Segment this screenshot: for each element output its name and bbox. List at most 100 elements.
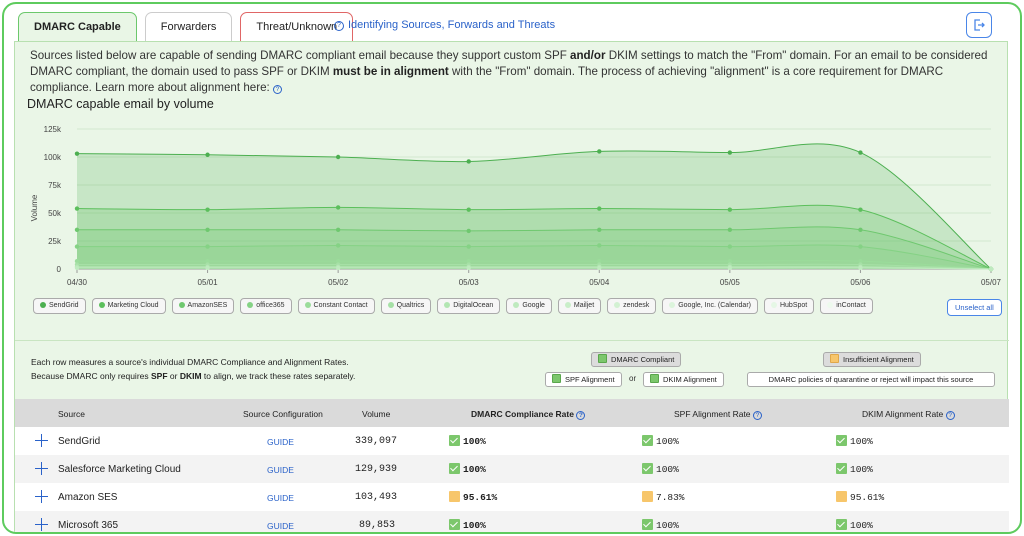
- spf-help-icon[interactable]: ?: [752, 411, 762, 420]
- data-point[interactable]: [335, 205, 341, 210]
- data-point[interactable]: [335, 154, 341, 160]
- x-tick-label: 05/04: [589, 278, 610, 287]
- intro-bold2: must be in alignment: [332, 65, 449, 78]
- guide-link[interactable]: GUIDE: [267, 465, 294, 475]
- data-point[interactable]: [74, 244, 80, 249]
- legend-item[interactable]: Google, Inc. (Calendar): [662, 298, 758, 314]
- data-point[interactable]: [335, 227, 341, 232]
- intro-part1: Sources listed below are capable of send…: [30, 49, 571, 62]
- data-point[interactable]: [858, 207, 863, 212]
- source-name: Amazon SES: [58, 492, 118, 503]
- data-point[interactable]: [74, 265, 80, 271]
- header-volume[interactable]: Volume: [362, 409, 391, 419]
- expand-row-icon[interactable]: [35, 490, 48, 503]
- dkim-help-icon[interactable]: ?: [945, 411, 955, 420]
- data-point[interactable]: [727, 258, 733, 264]
- header-dkim-label: DKIM Alignment Rate: [862, 409, 944, 419]
- legend-item[interactable]: HubSpot: [763, 298, 815, 314]
- data-point[interactable]: [205, 265, 210, 271]
- data-point[interactable]: [335, 265, 341, 271]
- legend-item[interactable]: Constant Contact: [297, 298, 375, 314]
- guide-link[interactable]: GUIDE: [267, 437, 294, 447]
- data-point[interactable]: [466, 228, 471, 234]
- data-point[interactable]: [335, 258, 341, 264]
- legend-item[interactable]: inContact: [820, 298, 873, 314]
- help-link[interactable]: ? Identifying Sources, Forwards and Threa…: [334, 19, 555, 31]
- data-point[interactable]: [205, 244, 210, 249]
- guide-link[interactable]: GUIDE: [267, 521, 294, 531]
- legend-item[interactable]: office365: [240, 298, 292, 314]
- table-row[interactable]: SendGrid GUIDE 339,097 100% 100% 100%: [15, 427, 1009, 455]
- data-point[interactable]: [205, 227, 210, 232]
- data-point[interactable]: [597, 265, 602, 271]
- legend-item[interactable]: DigitalOcean: [437, 298, 501, 314]
- legend-dot-icon: [614, 302, 621, 308]
- expand-row-icon[interactable]: [35, 434, 48, 447]
- dkim-rate-value: 100%: [850, 464, 873, 475]
- data-point[interactable]: [597, 227, 602, 232]
- legend-item[interactable]: Google: [506, 298, 552, 314]
- unselect-all-button[interactable]: Unselect all: [947, 299, 1002, 316]
- series-line-digitalocean: [77, 266, 992, 270]
- data-point[interactable]: [727, 265, 733, 271]
- data-point[interactable]: [988, 266, 994, 272]
- data-point[interactable]: [597, 206, 602, 211]
- data-point[interactable]: [466, 244, 471, 249]
- export-button[interactable]: [966, 12, 992, 38]
- data-point[interactable]: [597, 149, 602, 154]
- badge-compliant-label: DMARC Compliant: [611, 355, 675, 364]
- legend-item[interactable]: SendGrid: [33, 298, 86, 314]
- data-point[interactable]: [74, 258, 80, 264]
- header-spf[interactable]: SPF Alignment Rate ?: [674, 409, 762, 420]
- legend-item[interactable]: Mailjet: [557, 298, 602, 314]
- data-point[interactable]: [858, 244, 863, 249]
- tab-dmarc-capable[interactable]: DMARC Capable: [18, 12, 137, 42]
- data-point[interactable]: [858, 265, 863, 271]
- compliance-rate: 100%: [449, 463, 486, 475]
- legend-item[interactable]: AmazonSES: [171, 298, 235, 314]
- data-point[interactable]: [205, 207, 210, 212]
- intro-part2: DKIM settings to match the "From" domain…: [30, 49, 988, 78]
- tab-forwarders[interactable]: Forwarders: [144, 12, 233, 42]
- data-point[interactable]: [858, 150, 863, 155]
- x-tick-label: 04/30: [67, 278, 88, 287]
- data-point[interactable]: [597, 243, 602, 248]
- data-point[interactable]: [466, 265, 471, 271]
- header-compliance[interactable]: DMARC Compliance Rate ?: [471, 409, 586, 420]
- table-row[interactable]: Amazon SES GUIDE 103,493 95.61% 7.83% 95.61%: [15, 483, 1009, 511]
- table-row[interactable]: Microsoft 365 GUIDE 89,853 100% 100% 100%: [15, 511, 1009, 532]
- dkim-rate: 100%: [836, 435, 873, 447]
- data-point[interactable]: [74, 206, 80, 211]
- legend-item[interactable]: Marketing Cloud: [91, 298, 166, 314]
- data-point[interactable]: [466, 207, 471, 212]
- header-source[interactable]: Source: [58, 409, 85, 419]
- legend-label: HubSpot: [779, 302, 808, 309]
- x-tick-label: 05/06: [850, 278, 871, 287]
- data-point[interactable]: [858, 227, 863, 232]
- data-point[interactable]: [727, 207, 733, 212]
- data-point[interactable]: [335, 243, 341, 248]
- data-point[interactable]: [74, 227, 80, 232]
- legend-item[interactable]: zendesk: [607, 298, 657, 314]
- data-point[interactable]: [205, 152, 210, 157]
- header-dkim[interactable]: DKIM Alignment Rate ?: [862, 409, 955, 420]
- data-point[interactable]: [858, 258, 863, 264]
- chart-grid: [76, 128, 992, 273]
- table-row[interactable]: Salesforce Marketing Cloud GUIDE 129,939 10…: [15, 455, 1009, 483]
- expand-row-icon[interactable]: [35, 518, 48, 531]
- guide-link[interactable]: GUIDE: [267, 493, 294, 503]
- data-point[interactable]: [466, 159, 471, 164]
- expand-row-icon[interactable]: [35, 462, 48, 475]
- data-point[interactable]: [597, 258, 602, 264]
- warning-square-icon: [642, 491, 653, 502]
- or-text: or: [629, 374, 637, 383]
- data-point[interactable]: [727, 227, 733, 232]
- data-point[interactable]: [466, 258, 471, 264]
- data-point[interactable]: [727, 244, 733, 249]
- data-point[interactable]: [205, 258, 210, 264]
- alignment-help-icon[interactable]: ?: [272, 85, 282, 94]
- data-point[interactable]: [74, 151, 80, 156]
- data-point[interactable]: [727, 150, 733, 155]
- legend-item[interactable]: Qualtrics: [380, 298, 432, 314]
- compliance-help-icon[interactable]: ?: [576, 411, 586, 420]
